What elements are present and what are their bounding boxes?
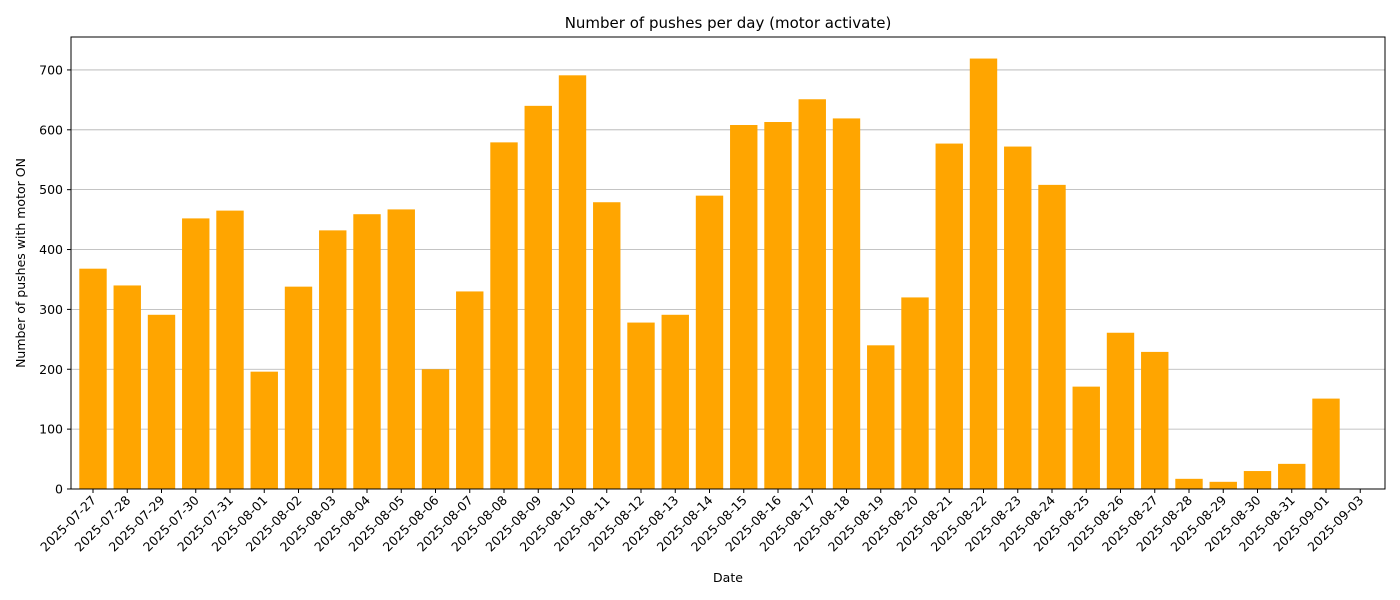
bar	[524, 105, 552, 489]
bar	[421, 369, 450, 489]
bar	[661, 314, 689, 489]
y-tick-label: 300	[39, 302, 63, 317]
bar	[730, 125, 758, 489]
bar	[456, 291, 484, 489]
y-tick-label: 600	[39, 122, 63, 137]
bar	[627, 322, 655, 489]
bar	[490, 142, 518, 489]
bar	[147, 314, 176, 489]
bar	[1243, 471, 1272, 489]
bar	[1004, 146, 1032, 489]
y-tick-label: 700	[39, 62, 63, 77]
y-tick-label: 500	[39, 182, 63, 197]
bar	[319, 230, 347, 489]
bar	[1209, 481, 1237, 489]
bar	[593, 202, 621, 489]
chart-title: Number of pushes per day (motor activate…	[565, 14, 892, 32]
bar	[558, 75, 587, 489]
bar	[798, 99, 826, 489]
bar	[1072, 386, 1100, 489]
bar	[764, 122, 792, 490]
bar	[250, 371, 278, 489]
bar	[79, 268, 107, 489]
bar	[969, 58, 998, 490]
bar	[935, 143, 963, 489]
bar	[901, 297, 929, 489]
y-tick-label: 400	[39, 242, 63, 257]
x-axis: 2025-07-272025-07-282025-07-292025-07-30…	[37, 489, 1366, 554]
bar	[1038, 184, 1066, 489]
bar	[1175, 478, 1203, 489]
bar	[113, 285, 141, 489]
bar	[1106, 332, 1135, 489]
bar	[832, 118, 861, 490]
y-axis-label: Number of pushes with motor ON	[13, 158, 28, 368]
y-tick-label: 100	[39, 422, 63, 437]
y-tick-label: 200	[39, 362, 63, 377]
bar	[182, 218, 210, 489]
bar	[867, 345, 895, 489]
bar	[216, 210, 244, 489]
bar	[1312, 398, 1340, 489]
bar	[387, 209, 415, 489]
bar	[284, 286, 313, 489]
bars	[79, 58, 1340, 490]
bar	[695, 195, 724, 490]
bar	[1141, 351, 1169, 489]
bar	[353, 214, 381, 489]
bar	[1278, 463, 1306, 489]
x-axis-label: Date	[713, 570, 743, 585]
y-axis: 0 100 200 300 400 500 600 700	[39, 62, 71, 497]
y-tick-label: 0	[55, 482, 63, 497]
plot-frame	[70, 36, 1386, 490]
